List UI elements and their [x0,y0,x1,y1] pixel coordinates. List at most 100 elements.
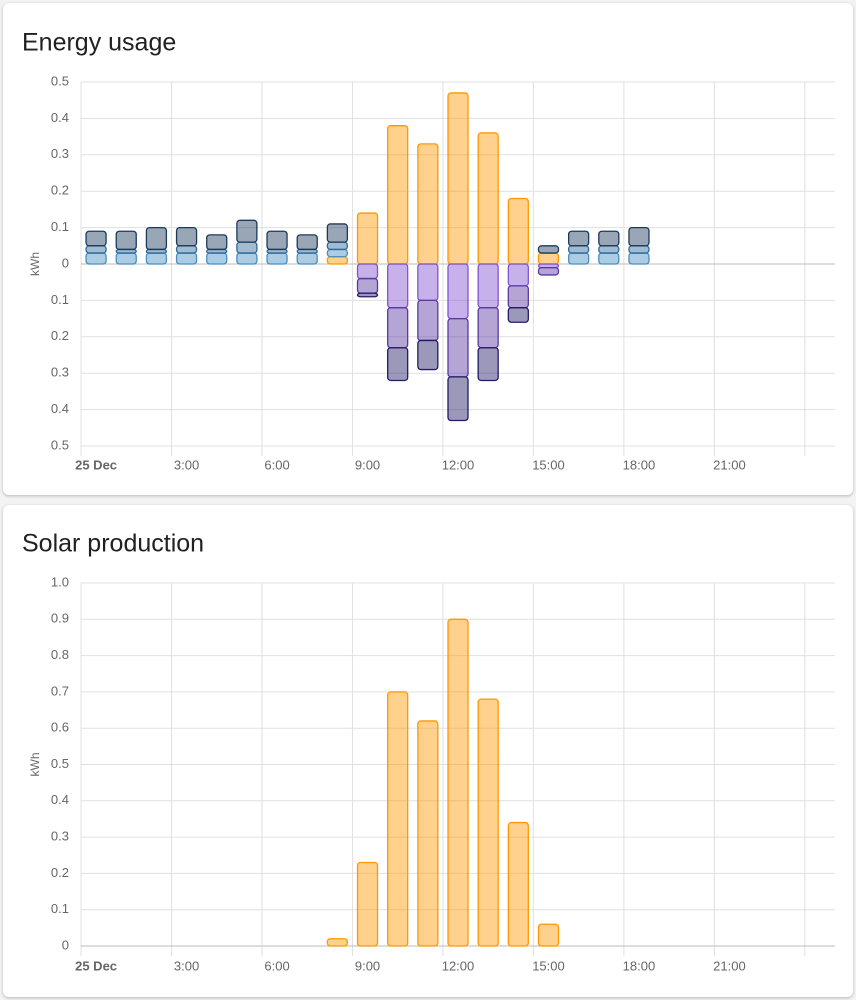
bar [236,219,258,243]
x-tick-label: 21:00 [713,457,746,472]
bar [266,230,288,251]
y-tick-label: 0 [62,937,69,952]
bar [447,618,469,947]
bar [85,230,107,247]
bar [145,226,168,251]
bar [296,252,318,265]
bar [175,226,198,247]
x-tick-label: 15:00 [532,958,565,973]
y-tick-label: 0 [62,255,69,270]
y-tick-label: 0.6 [51,720,69,735]
bar [326,256,349,265]
bar [236,252,258,265]
bar [447,92,469,265]
bar [326,241,349,251]
bar [567,230,590,247]
bar [537,266,560,276]
bar [85,245,107,254]
y-tick-label: 0.1 [51,901,69,916]
bar [206,252,228,265]
bar [356,292,379,298]
bar [507,197,529,265]
bar [296,234,318,251]
card [3,3,853,495]
x-tick-label: 21:00 [713,958,746,973]
bar [115,252,137,265]
y-tick-label: 0.5 [51,73,69,88]
bar [477,263,499,309]
bar [236,241,258,254]
y-tick-label: 0.9 [51,611,69,626]
bar [507,307,529,323]
bar [145,252,168,265]
y-axis-label: kWh [28,252,42,276]
bar [447,376,469,422]
y-tick-label: 0.5 [51,437,69,452]
card [3,505,853,997]
y-tick-label: 0.3 [51,146,69,161]
y-tick-label: 0.2 [51,328,69,343]
y-tick-label: 0.4 [51,110,69,125]
bar [326,223,349,243]
bar [567,245,590,254]
bar [537,923,560,947]
y-tick-label: 0.8 [51,647,69,662]
bar [447,317,469,378]
x-tick-label: 9:00 [355,958,380,973]
bar [175,245,198,254]
y-axis-label: kWh [28,753,42,777]
bar [175,252,198,265]
bar [387,263,409,309]
y-tick-label: 0.4 [51,401,69,416]
bar [628,252,650,265]
bar [356,212,379,265]
bar [598,245,620,254]
x-tick-label: 15:00 [532,457,565,472]
bar [417,339,439,371]
y-tick-label: 0.7 [51,683,69,698]
bar [477,307,499,349]
bar [115,230,137,251]
bar [387,691,409,947]
bar [326,938,349,947]
x-tick-label: 12:00 [442,457,475,472]
bar [447,263,469,320]
bar [266,252,288,265]
x-tick-label: 3:00 [174,958,199,973]
bar [417,720,439,947]
y-tick-label: 1.0 [51,574,69,589]
chart-title: Energy usage [22,29,176,57]
bar [326,248,349,258]
x-tick-label: 18:00 [623,958,656,973]
y-tick-label: 0.3 [51,829,69,844]
bar [507,263,529,287]
x-tick-label: 3:00 [174,457,199,472]
x-tick-label: 25 Dec [75,958,117,973]
y-tick-label: 0.3 [51,365,69,380]
y-tick-label: 0.2 [51,865,69,880]
bar [85,252,107,265]
x-tick-label: 18:00 [623,457,656,472]
bar [387,307,409,349]
bar [206,234,228,251]
bar [567,252,590,265]
bar [417,143,439,265]
x-tick-label: 25 Dec [75,457,117,472]
bar [356,263,379,280]
bar [598,252,620,265]
bar [507,285,529,309]
bar [628,226,650,247]
bar [387,125,409,265]
bar [477,698,499,947]
x-tick-label: 12:00 [442,958,475,973]
bar [387,347,409,382]
y-tick-label: 0.1 [51,219,69,234]
bar [477,132,499,265]
bar [598,230,620,247]
bar [417,263,439,302]
bar [356,277,379,294]
x-tick-label: 6:00 [264,958,289,973]
y-tick-label: 0.1 [51,292,69,307]
y-tick-label: 0.4 [51,792,69,807]
